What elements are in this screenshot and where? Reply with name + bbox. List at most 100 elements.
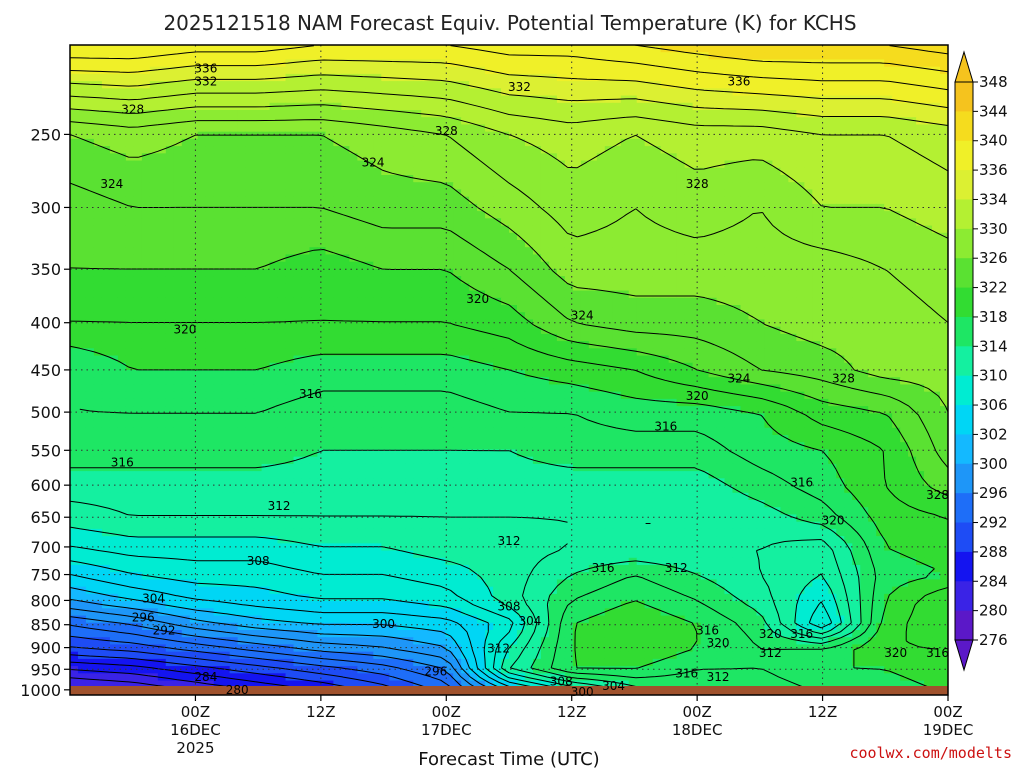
field-cell [269,268,279,277]
field-cell [892,124,901,133]
field-cell [101,283,111,292]
field-cell [756,88,766,97]
field-cell [916,88,925,97]
field-cell [389,355,398,364]
field-cell [461,225,470,234]
field-cell [149,131,159,140]
field-cell [221,333,231,342]
field-cell [524,73,534,82]
field-cell [516,117,526,126]
field-cell [189,59,199,68]
field-cell [772,95,781,104]
field-cell [461,59,470,68]
field-cell [860,225,869,234]
field-cell [421,370,430,378]
field-cell [245,326,255,335]
field-cell [668,348,678,357]
field-cell [940,283,948,292]
field-cell [684,81,694,89]
field-cell [836,254,845,263]
field-cell [516,160,526,169]
field-cell [125,167,135,176]
field-cell [389,370,398,378]
field-cell [932,305,941,313]
field-cell [261,95,271,104]
field-cell [221,268,231,277]
field-cell [908,160,917,169]
field-cell [828,240,837,248]
field-cell [421,52,430,61]
field-cell [676,319,686,328]
field-cell [524,88,534,97]
field-cell [788,153,797,162]
field-cell [445,124,454,133]
field-cell [501,276,510,284]
field-cell [229,370,239,378]
field-cell [564,138,574,147]
field-cell [940,254,948,263]
field-cell [892,81,901,89]
field-cell [884,146,893,154]
field-cell [756,261,766,270]
field-cell [788,59,797,68]
field-cell [85,333,95,342]
field-cell [556,182,566,191]
field-cell [844,247,853,256]
field-cell [101,254,111,263]
field-cell [556,160,566,169]
field-cell [253,59,263,68]
field-cell [85,45,95,53]
field-cell [381,225,390,234]
field-cell [836,66,845,75]
field-cell [756,211,766,219]
field-cell [604,211,614,219]
field-cell [333,167,342,176]
field-cell [940,45,948,53]
field-cell [285,138,295,147]
field-cell [700,59,710,68]
field-cell [732,110,742,118]
field-cell [70,146,79,154]
field-cell [461,211,470,219]
field-cell [748,182,758,191]
field-cell [429,297,438,306]
field-cell [85,73,95,82]
field-cell [205,73,215,82]
field-cell [812,247,821,256]
field-cell [141,153,151,162]
field-cell [532,131,542,140]
field-cell [716,297,726,306]
field-cell [181,59,191,68]
field-cell [205,88,215,97]
field-cell [109,189,119,198]
field-cell [157,153,167,162]
field-cell [652,305,662,313]
field-cell [540,117,550,126]
field-cell [604,305,614,313]
field-cell [772,305,781,313]
field-cell [772,247,781,256]
field-cell [445,261,454,270]
field-cell [77,362,87,371]
field-cell [269,81,279,89]
field-cell [357,45,366,53]
field-cell [812,153,821,162]
field-cell [405,276,414,284]
field-cell [461,218,470,227]
field-cell [588,211,598,219]
field-cell [245,182,255,191]
field-cell [756,276,766,284]
field-cell [572,225,582,234]
field-cell [509,312,518,321]
field-cell [524,102,534,111]
field-cell [77,370,87,378]
field-cell [277,254,287,263]
field-cell [469,102,478,111]
field-cell [572,131,582,140]
field-cell [477,160,486,169]
field-cell [932,117,941,126]
field-cell [477,261,486,270]
field-cell [636,326,646,335]
field-cell [469,167,478,176]
field-cell [213,146,223,154]
